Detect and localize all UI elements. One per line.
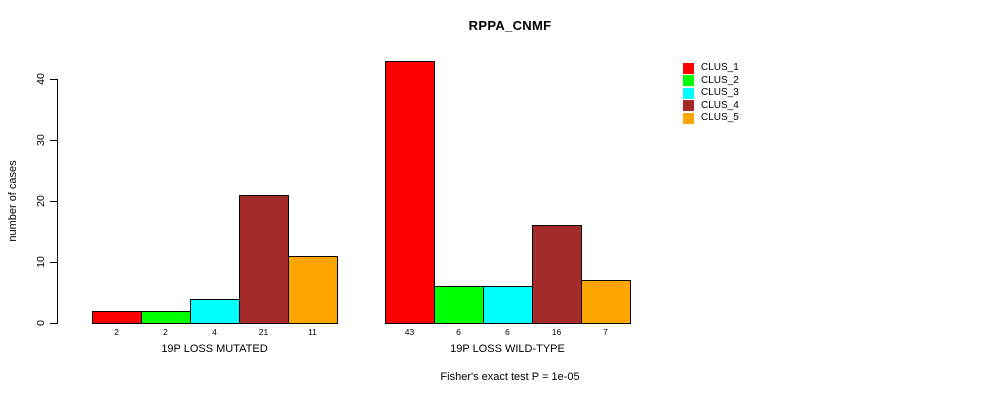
bar-value-label: 16 [551,327,562,337]
legend-item: CLUS_5 [683,112,763,125]
legend-item: CLUS_4 [683,100,763,113]
legend-swatch-clus_1 [683,62,694,74]
bar-value-label: 6 [505,327,510,337]
bar-clus_1 [385,61,435,324]
legend-swatch-clus_5 [683,112,694,124]
legend-swatch-clus_2 [683,75,694,86]
y-axis-tick [50,262,58,263]
legend-swatch-clus_3 [683,87,694,99]
bar-clus_4 [532,225,582,324]
bar-clus_5 [288,256,338,324]
legend-item: CLUS_1 [683,62,763,75]
legend-item: CLUS_2 [683,75,763,88]
bar-value-label: 7 [603,327,608,337]
y-axis-tick-label: 40 [35,73,47,85]
chart-title: RPPA_CNMF [468,18,552,33]
bar-value-label: 21 [258,327,269,337]
bar-clus_4 [239,195,289,324]
y-axis-tick-label: 20 [35,195,47,207]
y-axis-tick-label: 0 [35,320,47,326]
bar-clus_3 [190,299,240,324]
bar-value-label: 6 [456,327,461,337]
x-group-label: 19P LOSS MUTATED [161,343,268,355]
x-group-label: 19P LOSS WILD-TYPE [450,343,565,355]
bar-value-label: 43 [404,327,415,337]
legend-label: CLUS_2 [701,74,739,86]
bar-value-label: 11 [308,327,317,337]
y-axis-label: number of cases [7,160,19,242]
legend-item: CLUS_3 [683,87,763,100]
y-axis-tick-label: 30 [35,134,47,146]
bar-clus_2 [434,286,484,324]
fisher-test-annotation: Fisher's exact test P = 1e-05 [440,371,580,383]
legend-label: CLUS_1 [701,62,739,73]
y-axis-tick [50,140,58,141]
bar-clus_1 [92,311,142,324]
y-axis-tick [50,201,58,202]
legend: CLUS_1 CLUS_2 CLUS_3 CLUS_4 CLUS_5 [683,62,763,125]
bar-value-label: 2 [163,327,168,337]
legend-label: CLUS_4 [701,99,739,111]
bar-clus_5 [581,280,631,324]
bar-value-label: 4 [212,327,217,337]
legend-label: CLUS_3 [701,87,739,98]
bar-clus_2 [141,311,191,324]
legend-swatch-clus_4 [683,100,694,111]
bar-clus_3 [483,286,533,324]
y-axis-tick-label: 10 [35,256,47,268]
y-axis-tick [50,79,58,80]
y-axis-tick [50,323,58,324]
legend-label: CLUS_5 [701,112,739,123]
bar-value-label: 2 [114,327,119,337]
